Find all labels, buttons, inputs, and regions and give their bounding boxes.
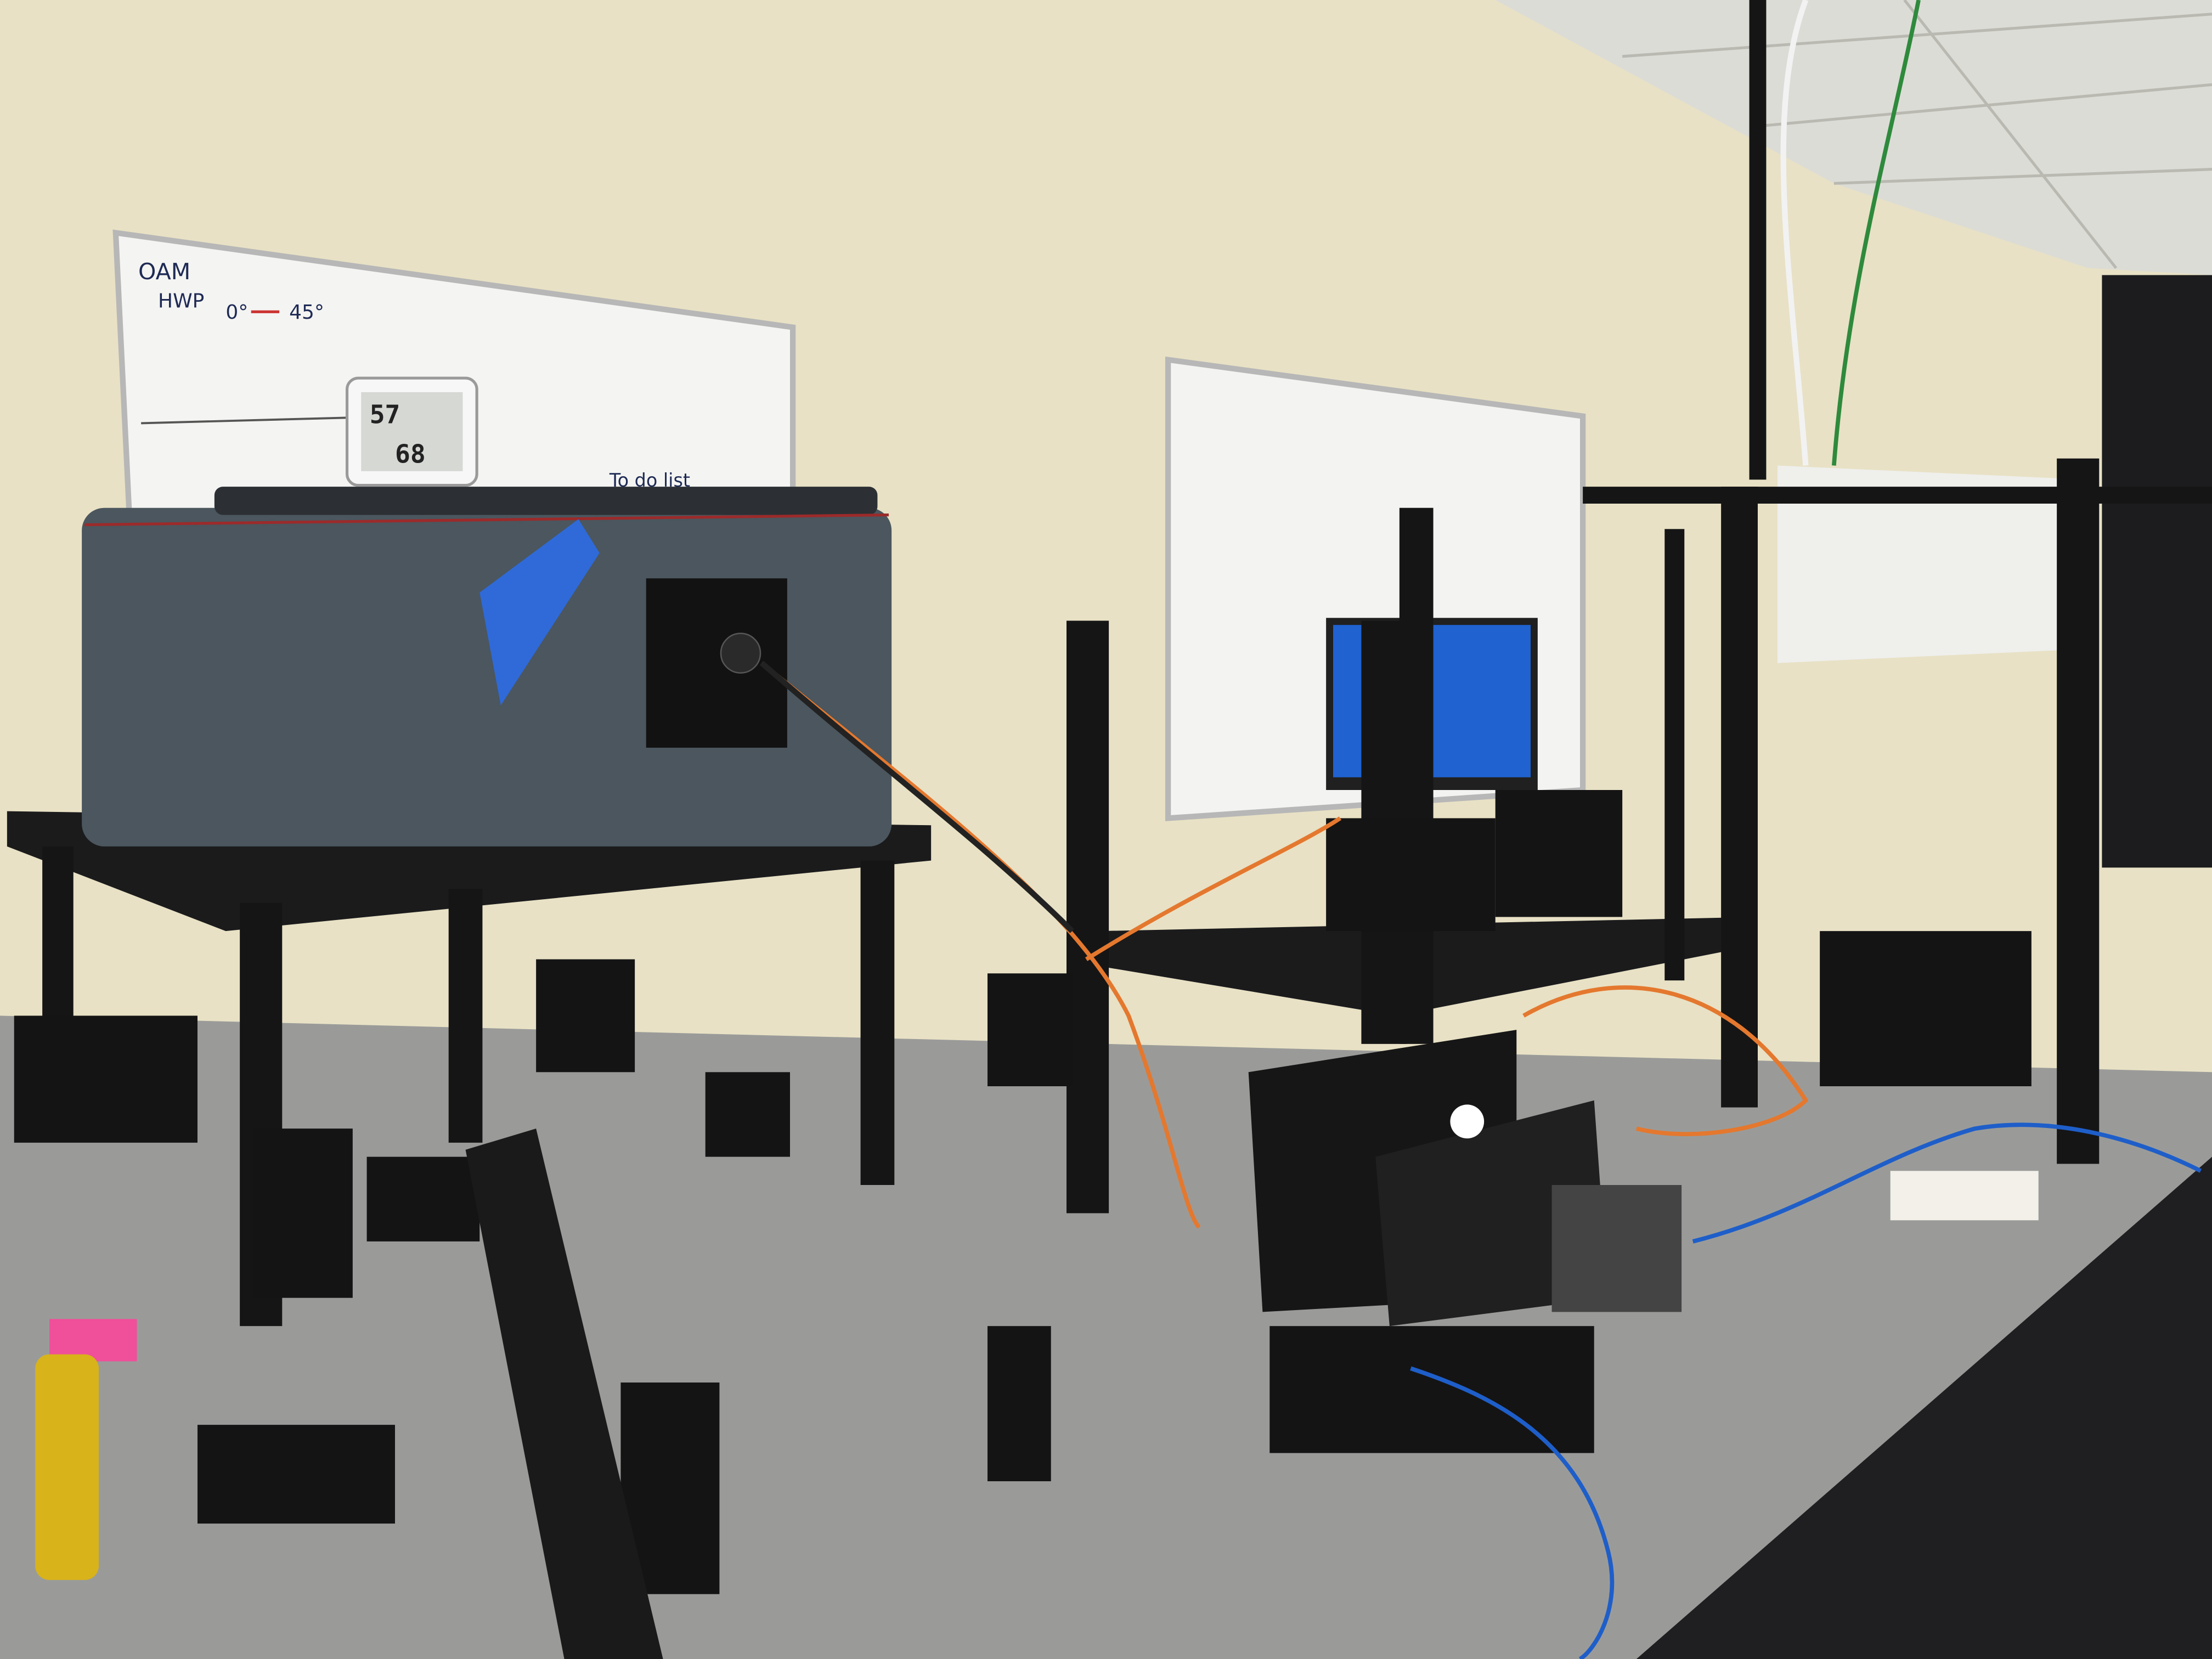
table-side <box>1636 1156 2212 1659</box>
cables <box>760 0 2202 1659</box>
light-source <box>1450 1104 1485 1139</box>
magnetic-base <box>1551 1185 1682 1312</box>
blue-tape <box>479 519 600 706</box>
sticky-note <box>49 1319 137 1362</box>
hygrometer-screen <box>361 392 463 471</box>
board-text: OAM <box>138 258 190 285</box>
board-text: HWP <box>158 290 204 313</box>
box-white <box>1890 1171 2039 1221</box>
board-text: 0° <box>225 301 248 324</box>
box-lid <box>214 487 878 515</box>
board-text: 45° <box>289 301 324 324</box>
optical-mounts <box>14 790 2032 1594</box>
hygrometer-reading: 57 <box>370 399 400 429</box>
hygrometer-reading: 68 <box>395 439 426 469</box>
ceiling-grid <box>1622 0 2212 269</box>
fiber-port <box>720 633 761 674</box>
box-stripe <box>84 514 889 527</box>
black-card <box>1375 1100 1609 1327</box>
screwdriver <box>35 1354 99 1580</box>
board-line <box>141 416 353 425</box>
beam-block <box>465 1128 663 1659</box>
ceiling <box>1495 0 2212 275</box>
whiteboard-right <box>1778 465 2088 663</box>
curtain <box>2102 275 2212 868</box>
